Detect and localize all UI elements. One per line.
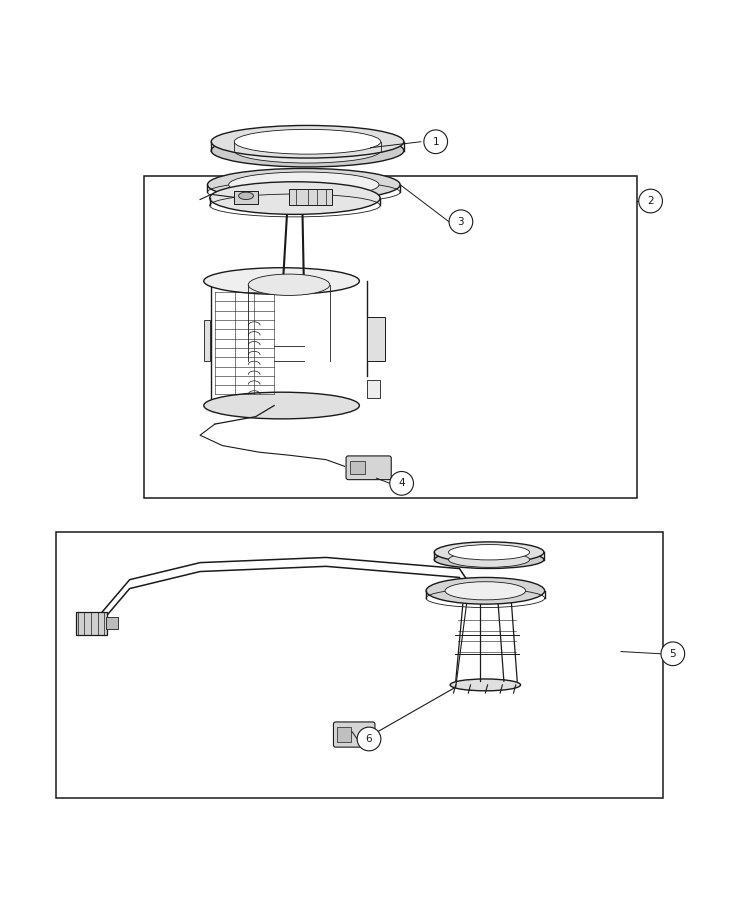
Ellipse shape (426, 578, 545, 604)
Text: 3: 3 (458, 217, 464, 227)
FancyBboxPatch shape (234, 191, 258, 204)
Ellipse shape (211, 134, 404, 166)
Ellipse shape (445, 581, 525, 600)
FancyBboxPatch shape (333, 722, 375, 747)
FancyBboxPatch shape (350, 461, 365, 474)
Text: 1: 1 (433, 137, 439, 147)
FancyBboxPatch shape (76, 612, 107, 634)
FancyBboxPatch shape (106, 617, 118, 629)
FancyBboxPatch shape (367, 380, 380, 398)
Ellipse shape (229, 172, 379, 197)
FancyBboxPatch shape (337, 727, 351, 742)
Circle shape (639, 189, 662, 213)
Ellipse shape (234, 139, 381, 163)
Text: 5: 5 (670, 649, 676, 659)
Ellipse shape (207, 168, 400, 201)
Ellipse shape (239, 192, 253, 200)
Ellipse shape (234, 130, 381, 154)
Circle shape (661, 642, 685, 666)
Circle shape (357, 727, 381, 751)
Bar (56, 532, 663, 798)
Ellipse shape (448, 552, 530, 567)
Ellipse shape (248, 274, 330, 295)
Ellipse shape (434, 551, 544, 569)
Text: 6: 6 (366, 734, 372, 744)
Circle shape (390, 472, 413, 495)
FancyBboxPatch shape (367, 317, 385, 361)
FancyBboxPatch shape (346, 456, 391, 480)
Ellipse shape (204, 392, 359, 418)
FancyBboxPatch shape (289, 189, 332, 205)
Ellipse shape (448, 544, 530, 560)
Text: 2: 2 (648, 196, 654, 206)
Circle shape (424, 130, 448, 154)
Text: 4: 4 (399, 478, 405, 489)
FancyBboxPatch shape (479, 583, 498, 595)
Ellipse shape (434, 542, 544, 562)
Ellipse shape (210, 182, 380, 214)
Circle shape (449, 210, 473, 234)
Bar (144, 176, 637, 499)
Ellipse shape (204, 267, 359, 294)
Ellipse shape (451, 679, 520, 691)
Ellipse shape (211, 125, 404, 158)
FancyBboxPatch shape (204, 320, 210, 361)
